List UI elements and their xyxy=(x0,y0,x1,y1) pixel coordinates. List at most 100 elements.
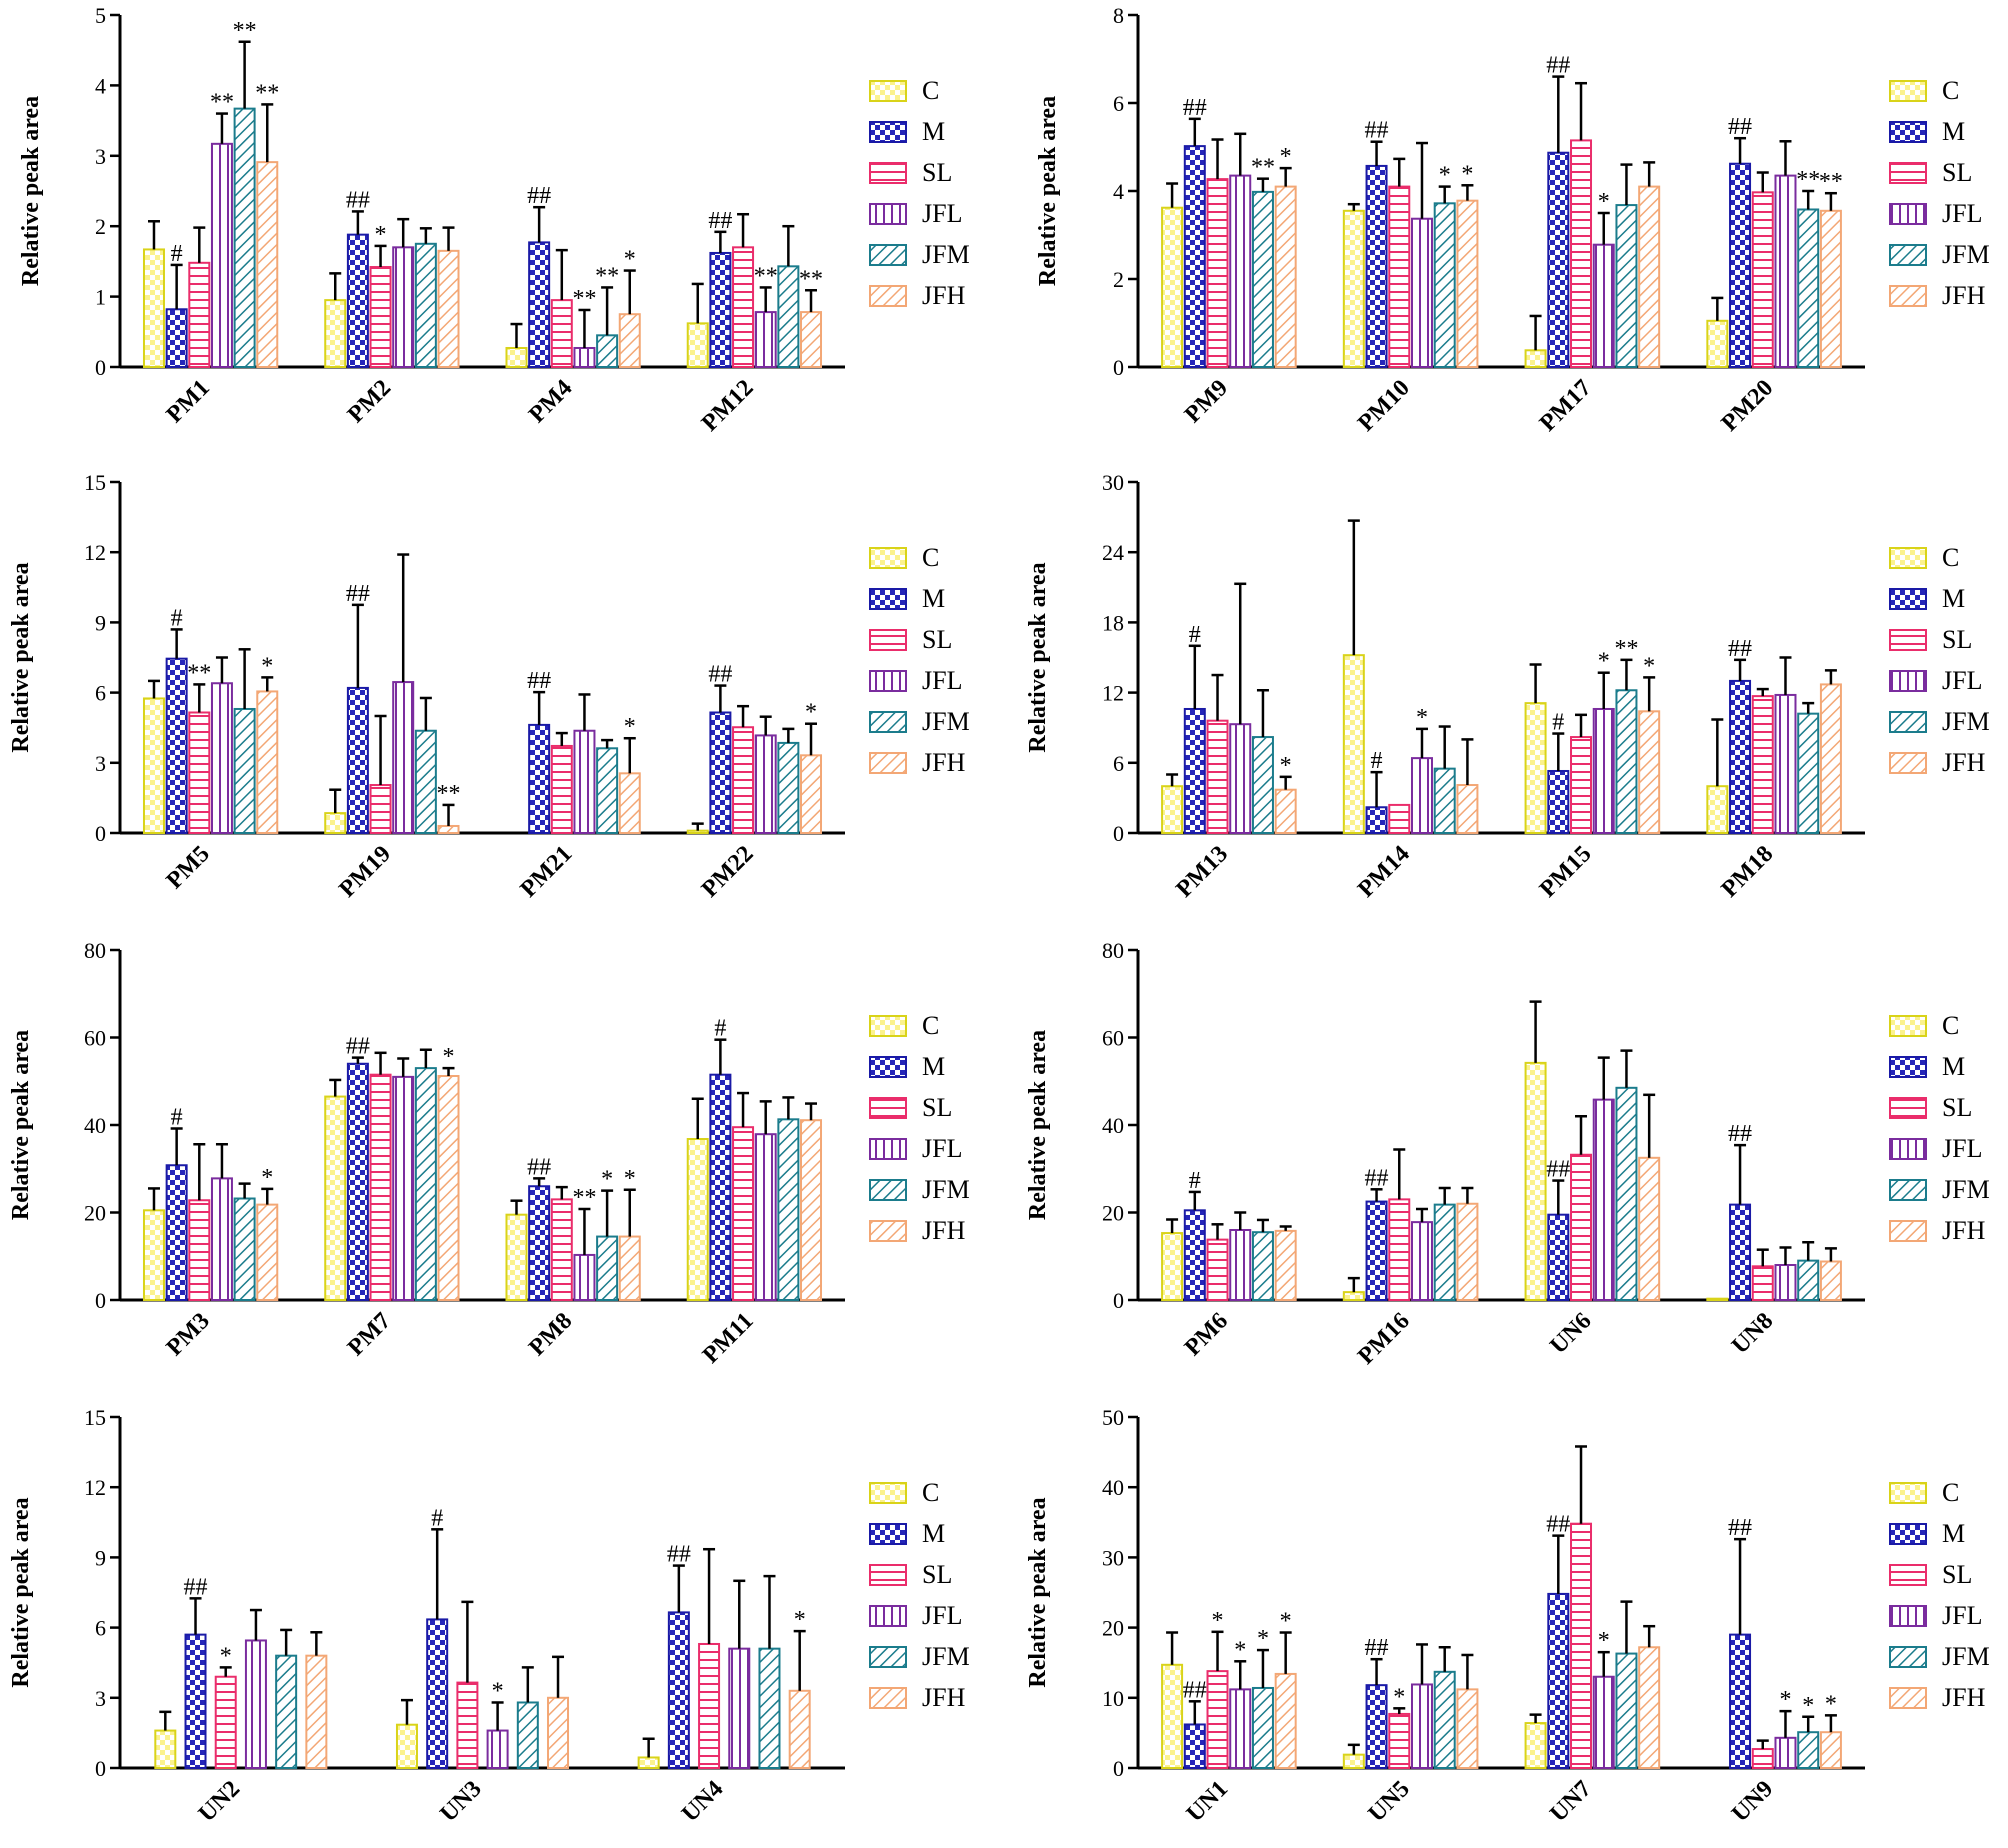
legend-swatch-C xyxy=(1889,1482,1927,1504)
significance-label: ** xyxy=(572,286,596,312)
bar-JFL-UN3 xyxy=(486,1729,509,1770)
bar-M-PM1 xyxy=(165,308,188,369)
y-tick-label: 40 xyxy=(1102,1113,1124,1138)
legend-swatch-SL xyxy=(869,629,907,651)
bar-JFL-UN7 xyxy=(1592,1675,1615,1769)
bar-JFL-PM15 xyxy=(1592,707,1615,834)
bar-M-UN5 xyxy=(1365,1684,1388,1769)
significance-label: ## xyxy=(1183,95,1207,121)
bar-JFL-PM13 xyxy=(1229,723,1252,834)
bar-C-UN1 xyxy=(1161,1663,1184,1770)
bar-JFM-PM13 xyxy=(1251,736,1274,834)
significance-label: ** xyxy=(1796,167,1820,193)
significance-label: * xyxy=(1598,189,1610,215)
significance-label: * xyxy=(1280,144,1292,170)
bar-JFM-PM15 xyxy=(1615,689,1638,835)
bar-C-PM13 xyxy=(1161,785,1184,835)
bar-M-PM4 xyxy=(528,241,551,368)
significance-label: # xyxy=(171,1105,183,1131)
legend-swatch-M xyxy=(1889,588,1927,610)
legend-swatch-JFL xyxy=(869,1138,907,1160)
bar-JFH-UN4 xyxy=(788,1689,811,1770)
bar-JFM-PM18 xyxy=(1797,712,1820,834)
bar-JFH-PM9 xyxy=(1274,185,1297,368)
legend-label-JFL: JFL xyxy=(922,199,962,228)
bar-SL-UN9 xyxy=(1751,1748,1774,1770)
y-axis-label: Relative peak area xyxy=(8,562,34,752)
bar-JFH-PM14 xyxy=(1456,784,1479,835)
category-label: PM15 xyxy=(1535,841,1597,903)
category-label: UN6 xyxy=(1545,1308,1596,1359)
significance-label: # xyxy=(714,1016,726,1042)
significance-label: * xyxy=(624,1166,636,1192)
legend-swatch-SL xyxy=(1889,1097,1927,1119)
bar-M-UN4 xyxy=(667,1611,690,1770)
bar-JFH-UN8 xyxy=(1819,1260,1842,1301)
significance-label: * xyxy=(1280,753,1292,779)
bar-JFH-UN5 xyxy=(1456,1688,1479,1769)
significance-label: * xyxy=(1802,1693,1814,1719)
y-tick-label: 6 xyxy=(95,1616,106,1641)
significance-label: ** xyxy=(595,263,619,289)
legend-label-JFL: JFL xyxy=(1942,1601,1982,1630)
category-label: PM20 xyxy=(1717,375,1779,437)
y-tick-label: 2 xyxy=(1113,267,1124,292)
significance-label: ** xyxy=(799,266,823,292)
legend-swatch-JFH xyxy=(1889,1687,1927,1709)
significance-label: * xyxy=(1416,705,1428,731)
legend-label-JFH: JFH xyxy=(922,748,966,777)
significance-label: # xyxy=(1371,748,1383,774)
bar-JFM-PM19 xyxy=(414,729,437,835)
bar-JFM-PM14 xyxy=(1433,767,1456,835)
y-tick-label: 50 xyxy=(1102,1405,1124,1430)
category-label: PM2 xyxy=(343,375,396,428)
significance-label: ** xyxy=(187,660,211,686)
bar-JFL-UN1 xyxy=(1229,1688,1252,1769)
legend-label-JFM: JFM xyxy=(922,1175,970,1204)
legend-swatch-JFH xyxy=(1889,1220,1927,1242)
legend-label-SL: SL xyxy=(1942,1560,1972,1589)
chart-panel-7: 0 3 6 9 12 15 Relative peak area ## * UN2 # * UN3 ## *… xyxy=(8,1405,970,1827)
bar-JFH-PM5 xyxy=(256,690,279,834)
significance-label: * xyxy=(624,247,636,273)
y-axis-label: Relative peak area xyxy=(8,1030,34,1220)
legend-swatch-SL xyxy=(1889,629,1927,651)
legend-label-M: M xyxy=(1942,1519,1965,1548)
legend-swatch-JFM xyxy=(869,244,907,266)
legend-label-JFM: JFM xyxy=(1942,1175,1990,1204)
bar-C-UN7 xyxy=(1524,1722,1547,1770)
legend-swatch-SL xyxy=(869,1564,907,1586)
significance-label: ## xyxy=(1728,1121,1752,1147)
bar-C-PM17 xyxy=(1524,349,1547,368)
category-label: UN3 xyxy=(435,1776,486,1827)
legend-swatch-JFM xyxy=(1889,1179,1927,1201)
bar-M-PM10 xyxy=(1365,164,1388,368)
bar-C-PM4 xyxy=(505,346,528,369)
bar-C-PM18 xyxy=(1706,785,1729,835)
bar-M-PM16 xyxy=(1365,1200,1388,1301)
significance-label: * xyxy=(1461,161,1473,187)
bar-JFL-PM11 xyxy=(754,1133,777,1301)
bar-SL-PM14 xyxy=(1388,803,1411,834)
y-tick-label: 40 xyxy=(1102,1475,1124,1500)
significance-label: ## xyxy=(527,183,551,209)
bar-SL-PM5 xyxy=(188,711,211,834)
bar-JFH-PM10 xyxy=(1456,199,1479,368)
legend-swatch-C xyxy=(1889,547,1927,569)
bar-M-PM17 xyxy=(1547,151,1570,368)
legend-label-C: C xyxy=(922,76,939,105)
bar-C-UN4 xyxy=(637,1756,660,1769)
bar-JFM-PM22 xyxy=(777,741,800,834)
bar-SL-PM21 xyxy=(550,744,573,835)
y-tick-label: 10 xyxy=(1102,1686,1124,1711)
significance-label: * xyxy=(1779,1687,1791,1713)
bar-M-UN9 xyxy=(1729,1633,1752,1769)
bar-M-PM22 xyxy=(709,711,732,834)
significance-label: ## xyxy=(1546,1157,1570,1183)
bar-JFL-UN6 xyxy=(1592,1098,1615,1301)
y-tick-label: 12 xyxy=(1102,681,1124,706)
bar-JFM-UN9 xyxy=(1797,1731,1820,1769)
legend-label-JFL: JFL xyxy=(1942,199,1982,228)
bar-M-PM7 xyxy=(346,1062,369,1301)
legend-label-M: M xyxy=(922,1519,945,1548)
